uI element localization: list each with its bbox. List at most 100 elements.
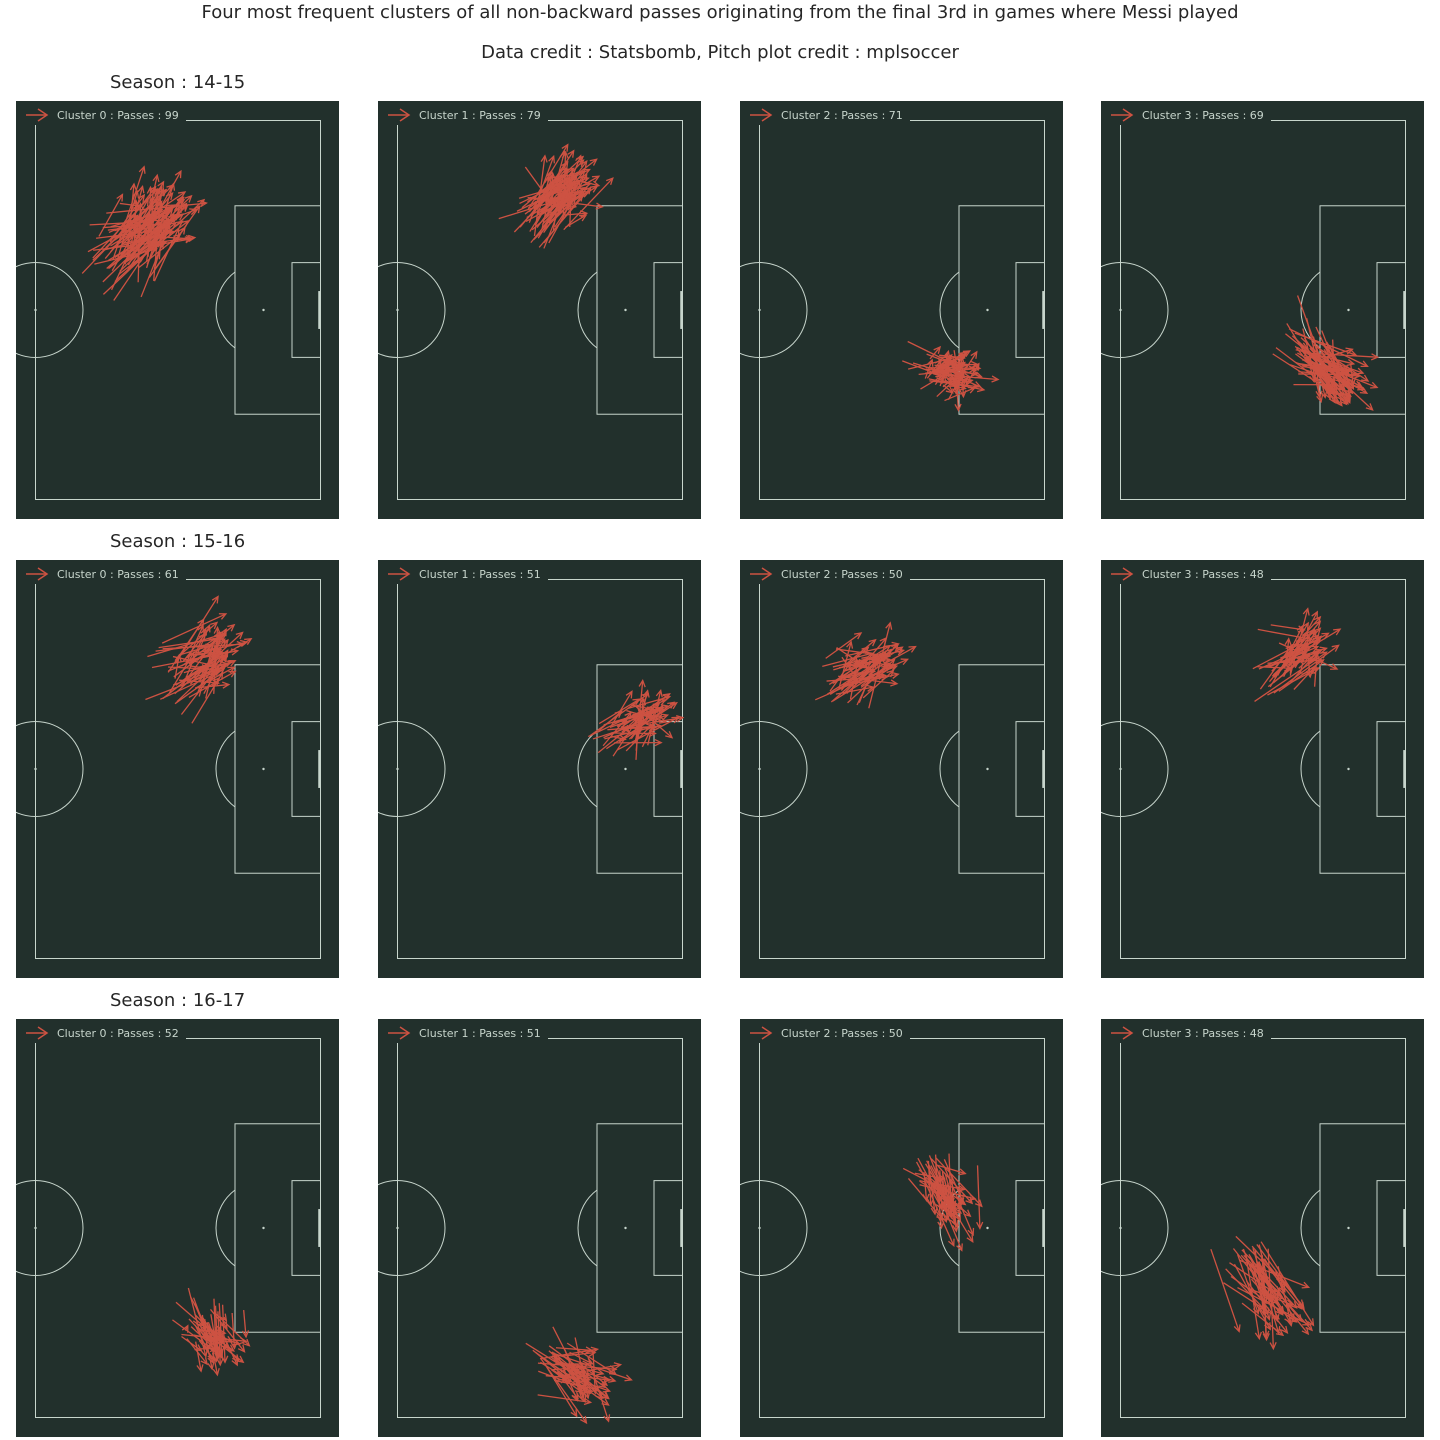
pass-arrow <box>937 1164 967 1176</box>
centre-spot <box>34 1226 37 1230</box>
legend-arrow-icon <box>26 1026 49 1040</box>
centre-spot <box>34 767 37 771</box>
pass-arrow <box>1316 344 1351 402</box>
pass-arrow <box>539 1346 600 1360</box>
pass-arrow <box>214 1335 241 1346</box>
cluster-legend: Cluster 2 : Passes : 50 <box>745 1023 910 1043</box>
penalty-spot <box>986 1226 989 1230</box>
pass-arrow <box>533 181 593 200</box>
cluster-panel-2: Cluster 2 : Passes : 50 <box>740 1019 1063 1437</box>
cluster-legend: Cluster 0 : Passes : 99 <box>21 105 186 125</box>
pass-arrow <box>146 185 154 257</box>
pass-arrow <box>828 644 892 685</box>
penalty-spot <box>624 767 627 771</box>
centre-spot <box>396 767 399 771</box>
legend-text: Cluster 2 : Passes : 50 <box>781 1027 903 1040</box>
pass-arrow <box>836 647 869 669</box>
pass-arrows <box>525 1326 633 1425</box>
pass-arrow <box>118 219 190 275</box>
legend-arrow-icon <box>1111 1026 1134 1040</box>
pass-arrow <box>194 681 231 689</box>
centre-spot <box>758 1226 761 1230</box>
pass-arrow <box>563 177 614 231</box>
pass-arrow <box>1223 1282 1281 1320</box>
penalty-spot <box>262 1226 265 1230</box>
pass-arrow <box>632 703 674 739</box>
pass-arrow <box>929 345 942 360</box>
pitch-background <box>16 101 339 519</box>
cluster-panel-3: Cluster 3 : Passes : 48 <box>1101 560 1424 978</box>
legend-arrow-icon <box>750 567 773 581</box>
pass-arrow <box>835 648 892 660</box>
pass-arrow <box>168 665 221 673</box>
pass-arrow <box>1267 653 1311 688</box>
pitch-plot: Cluster 1 : Passes : 51 <box>378 560 701 978</box>
pass-arrow <box>188 670 237 698</box>
pass-arrow <box>537 1394 593 1406</box>
pitch-background <box>16 1019 339 1437</box>
cluster-panel-1: Cluster 1 : Passes : 51 <box>378 560 701 978</box>
pass-arrow <box>925 366 952 374</box>
pass-arrow <box>1239 1259 1311 1289</box>
penalty-spot <box>624 1226 627 1230</box>
pass-arrow <box>106 200 208 214</box>
pass-arrow <box>183 631 244 687</box>
pass-arrow <box>1257 628 1314 642</box>
centre-spot <box>396 1226 399 1230</box>
pitch-background <box>16 560 339 978</box>
centre-spot <box>758 308 761 312</box>
penalty-spot <box>986 767 989 771</box>
pass-arrow <box>832 648 906 668</box>
pass-arrow <box>214 1312 251 1347</box>
pass-arrows <box>172 1287 251 1377</box>
pitch-plot: Cluster 3 : Passes : 48 <box>1101 560 1424 978</box>
pass-arrow <box>1273 644 1340 694</box>
pass-arrow <box>598 698 641 725</box>
cluster-panel-2: Cluster 2 : Passes : 50 <box>740 560 1063 978</box>
legend-text: Cluster 3 : Passes : 48 <box>1142 1027 1264 1040</box>
legend-arrow-icon <box>26 108 49 122</box>
pass-arrow <box>548 171 557 224</box>
legend-arrow-icon <box>1111 108 1134 122</box>
cluster-panel-0: Cluster 0 : Passes : 61 <box>16 560 339 978</box>
cluster-panel-2: Cluster 2 : Passes : 71 <box>740 101 1063 519</box>
cluster-legend: Cluster 3 : Passes : 69 <box>1106 105 1271 125</box>
pass-arrow <box>185 649 224 662</box>
pass-arrow <box>213 1327 222 1358</box>
centre-spot <box>396 308 399 312</box>
pitch-plot: Cluster 0 : Passes : 61 <box>16 560 339 978</box>
pass-arrow <box>1302 365 1334 373</box>
cluster-panel-0: Cluster 0 : Passes : 99 <box>16 101 339 519</box>
pass-arrows <box>814 621 917 709</box>
pass-arrow <box>632 706 656 716</box>
cluster-panel-0: Cluster 0 : Passes : 52 <box>16 1019 339 1437</box>
pass-arrow <box>158 213 181 230</box>
legend-text: Cluster 2 : Passes : 71 <box>781 109 903 122</box>
pitch-plot: Cluster 0 : Passes : 52 <box>16 1019 339 1437</box>
penalty-spot <box>1347 1226 1350 1230</box>
pass-arrow <box>976 1165 984 1230</box>
pass-arrow <box>912 362 964 380</box>
centre-spot <box>1119 767 1122 771</box>
pitch-background <box>1101 560 1424 978</box>
pitch-background <box>378 560 701 978</box>
pass-arrow <box>1293 666 1316 690</box>
penalty-spot <box>262 308 265 312</box>
pitch-plot: Cluster 1 : Passes : 79 <box>378 101 701 519</box>
pass-arrow <box>1312 375 1340 404</box>
cluster-legend: Cluster 0 : Passes : 52 <box>21 1023 186 1043</box>
legend-text: Cluster 3 : Passes : 48 <box>1142 568 1264 581</box>
pass-arrow <box>552 182 574 207</box>
pass-arrow <box>1312 340 1332 392</box>
pitch-background <box>740 560 1063 978</box>
cluster-legend: Cluster 2 : Passes : 71 <box>745 105 910 125</box>
legend-text: Cluster 1 : Passes : 51 <box>419 1027 541 1040</box>
legend-text: Cluster 3 : Passes : 69 <box>1142 109 1264 122</box>
penalty-spot <box>1347 767 1350 771</box>
pass-arrow <box>127 169 182 266</box>
pass-arrow <box>868 621 893 709</box>
legend-arrow-icon <box>388 567 411 581</box>
pass-arrow <box>196 639 249 654</box>
pass-arrow <box>140 224 171 298</box>
pass-arrow <box>152 205 201 272</box>
